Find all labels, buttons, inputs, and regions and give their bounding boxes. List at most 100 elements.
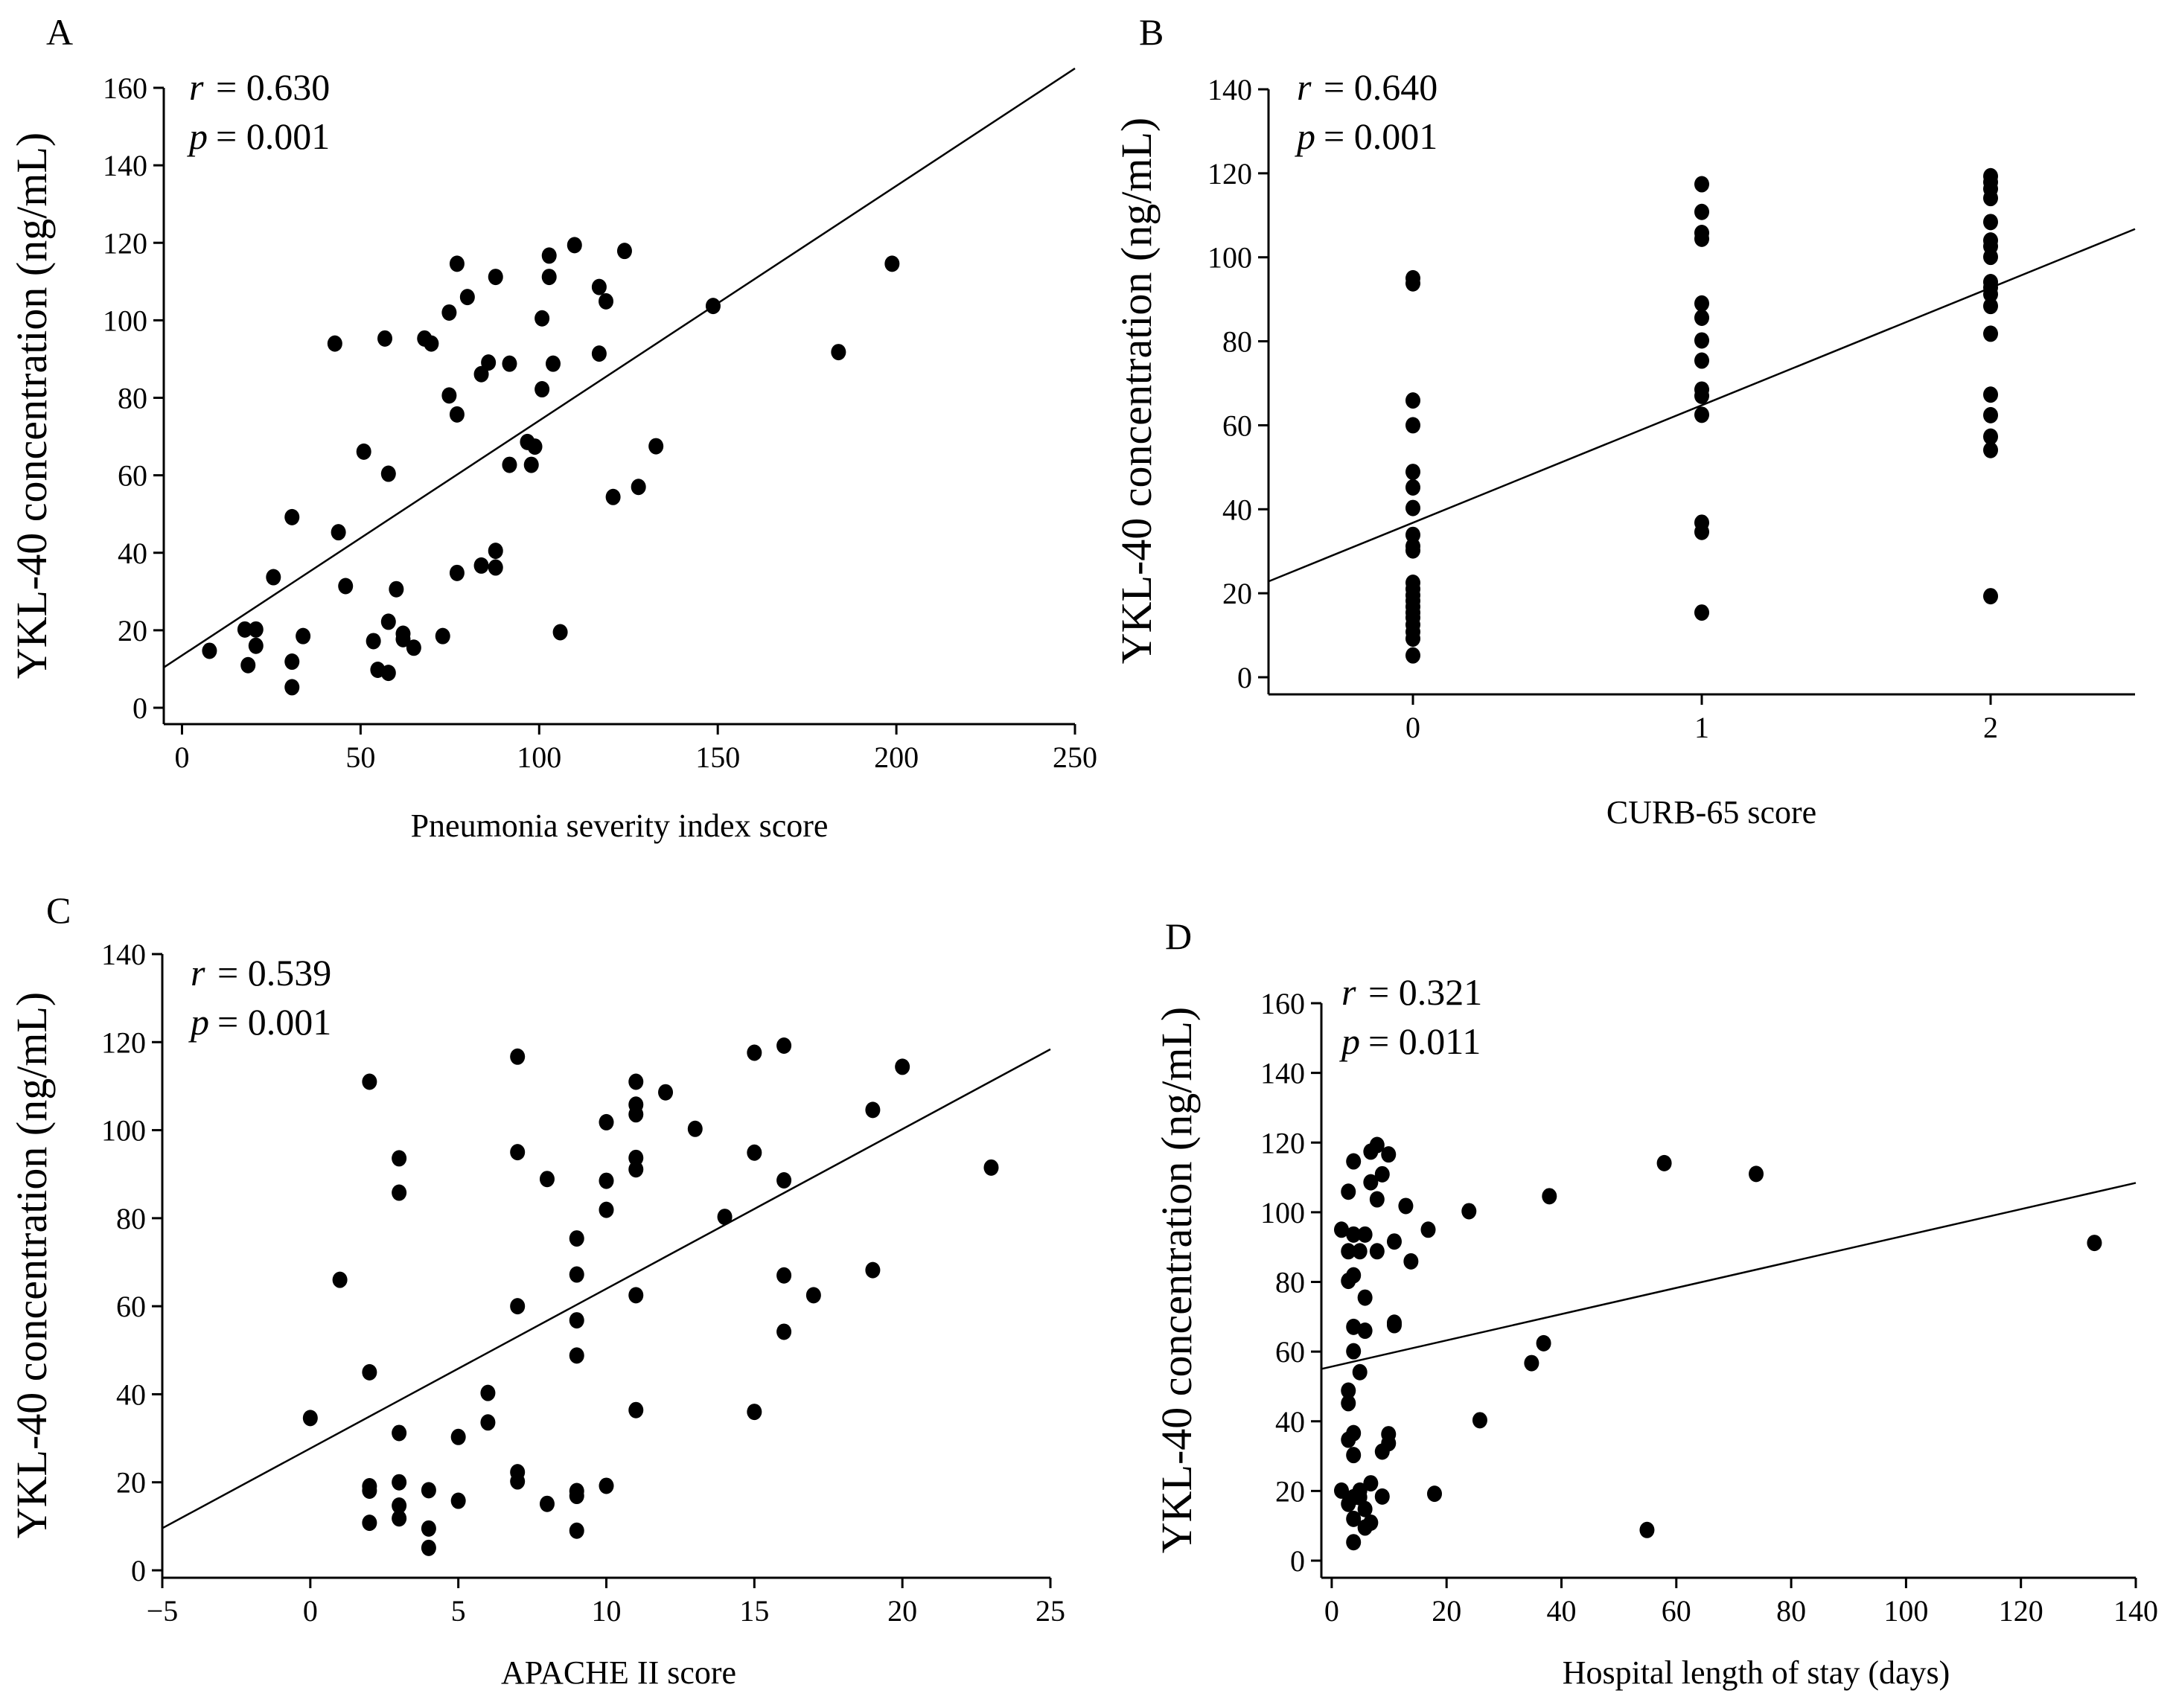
- p-symbol: p: [187, 115, 208, 157]
- data-point: [1405, 630, 1420, 647]
- data-point: [1363, 1174, 1379, 1191]
- data-point: [266, 569, 281, 586]
- data-point: [1341, 1395, 1356, 1412]
- data-point: [392, 1424, 407, 1442]
- data-point: [541, 269, 557, 286]
- data-point: [392, 1150, 407, 1167]
- data-point: [392, 1497, 407, 1515]
- data-point: [1983, 286, 1998, 303]
- data-point: [510, 1298, 526, 1315]
- data-point: [1405, 479, 1420, 496]
- p-value: = 0.001: [216, 115, 330, 157]
- y-tick-label: 80: [118, 382, 147, 415]
- x-tick-label: 1: [1694, 711, 1709, 744]
- data-point: [628, 1106, 644, 1123]
- data-point: [1346, 1267, 1362, 1284]
- data-point: [392, 1474, 407, 1491]
- x-tick-label: 100: [1883, 1594, 1928, 1628]
- data-point: [1694, 176, 1709, 193]
- data-point: [450, 1428, 466, 1445]
- data-point: [776, 1267, 792, 1284]
- data-point: [296, 627, 311, 645]
- data-point: [1341, 1382, 1356, 1399]
- y-tick-label: 160: [103, 71, 147, 105]
- data-point: [628, 1287, 644, 1304]
- data-point: [1405, 392, 1420, 409]
- data-point: [356, 443, 371, 460]
- y-tick-label: 60: [1222, 409, 1252, 442]
- data-point: [1346, 1424, 1362, 1442]
- y-tick-label: 0: [133, 691, 147, 725]
- data-point: [237, 621, 252, 638]
- data-point: [569, 1522, 584, 1539]
- y-tick-label: 20: [118, 614, 147, 647]
- data-point: [1983, 386, 1998, 403]
- data-point: [1694, 387, 1709, 404]
- data-point: [1983, 190, 1998, 207]
- data-point: [1983, 441, 1998, 458]
- p-symbol: p: [1339, 1020, 1360, 1062]
- data-point: [450, 1492, 466, 1509]
- x-tick-label: 250: [1053, 741, 1097, 774]
- panel-label: C: [46, 889, 71, 931]
- y-tick-label: 60: [116, 1290, 146, 1323]
- data-point: [380, 613, 396, 630]
- x-axis-title: Hospital length of stay (days): [1563, 1654, 1950, 1691]
- data-point: [1357, 1226, 1373, 1243]
- p-value: = 0.001: [217, 1001, 331, 1043]
- data-point: [1405, 647, 1420, 664]
- y-tick-label: 140: [103, 149, 147, 182]
- y-tick-label: 20: [116, 1466, 146, 1500]
- y-tick-label: 40: [1275, 1405, 1305, 1439]
- data-point: [1352, 1363, 1368, 1381]
- regression-line: [162, 1048, 1051, 1529]
- data-point: [1357, 1289, 1373, 1306]
- x-tick-label: 5: [451, 1594, 466, 1628]
- x-tick-label: −5: [147, 1594, 179, 1628]
- data-point: [1694, 352, 1709, 369]
- data-point: [338, 578, 354, 595]
- data-point: [648, 438, 664, 455]
- scatter-panel-a: A 0 20 40 60 80 100 120 140 160 0 50 100 150 200 250 Pne…: [7, 11, 1097, 844]
- r-value: = 0.321: [1368, 971, 1482, 1013]
- data-point: [421, 1520, 436, 1537]
- x-tick-label: 140: [2113, 1594, 2158, 1628]
- data-point: [1694, 203, 1709, 220]
- data-point: [480, 1384, 496, 1401]
- data-point: [488, 269, 503, 286]
- data-point: [1694, 406, 1709, 423]
- data-point: [473, 365, 489, 383]
- y-tick-label: 0: [1237, 661, 1252, 694]
- data-point: [1334, 1221, 1350, 1238]
- data-point: [1983, 325, 1998, 342]
- data-point: [1386, 1317, 1402, 1334]
- data-point: [449, 406, 465, 423]
- panel-label: A: [46, 11, 73, 53]
- data-point: [1983, 298, 1998, 315]
- data-point: [362, 1482, 377, 1499]
- data-point: [1405, 542, 1420, 559]
- data-point: [488, 543, 503, 560]
- y-tick-label: 120: [101, 1026, 146, 1059]
- r-value: = 0.539: [217, 952, 331, 994]
- data-point: [1363, 1475, 1379, 1492]
- data-point: [1381, 1426, 1397, 1443]
- data-point: [527, 438, 543, 455]
- data-point: [449, 564, 465, 581]
- data-point: [865, 1261, 881, 1279]
- data-point: [599, 1477, 614, 1494]
- data-point: [1381, 1146, 1397, 1163]
- data-point: [1983, 428, 1998, 445]
- data-point: [535, 381, 550, 398]
- data-point: [1346, 1343, 1362, 1360]
- data-point: [362, 1363, 377, 1381]
- data-point: [569, 1312, 584, 1329]
- data-point: [1694, 332, 1709, 349]
- data-point: [459, 289, 475, 306]
- data-point: [1405, 464, 1420, 481]
- data-point: [1357, 1322, 1373, 1340]
- data-point: [1403, 1253, 1419, 1270]
- data-point: [392, 1510, 407, 1527]
